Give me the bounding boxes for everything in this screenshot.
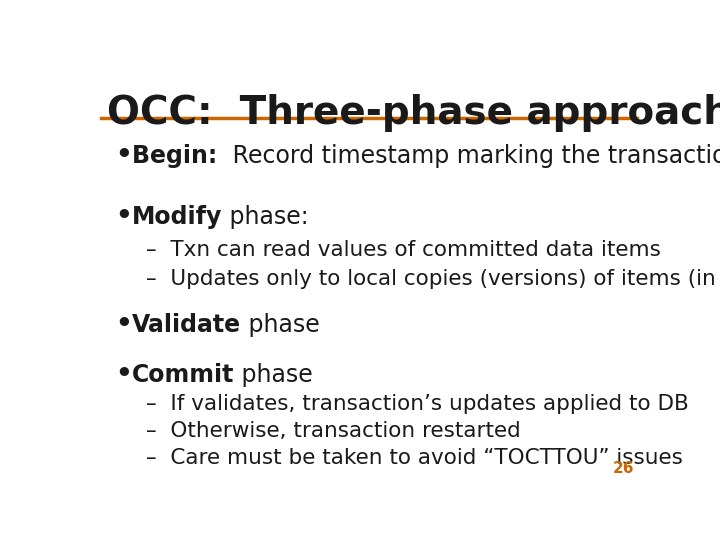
Text: Validate: Validate: [132, 313, 241, 336]
Text: Record timestamp marking the transaction’s beginning: Record timestamp marking the transaction…: [225, 144, 720, 168]
Text: Commit: Commit: [132, 362, 234, 387]
Text: Begin:: Begin:: [132, 144, 225, 168]
Text: phase:: phase:: [222, 205, 309, 228]
Text: phase: phase: [241, 313, 320, 336]
Text: –  If validates, transaction’s updates applied to DB: – If validates, transaction’s updates ap…: [145, 394, 688, 414]
Text: Modify: Modify: [132, 205, 222, 228]
Text: phase: phase: [234, 362, 313, 387]
Text: •: •: [115, 362, 132, 388]
Text: •: •: [115, 143, 132, 169]
Text: –  Care must be taken to avoid “TOCTTOU” issues: – Care must be taken to avoid “TOCTTOU” …: [145, 448, 683, 468]
Text: –  Updates only to local copies (versions) of items (in db cache): – Updates only to local copies (versions…: [145, 269, 720, 289]
Text: OCC:  Three-phase approach: OCC: Three-phase approach: [107, 94, 720, 132]
Text: •: •: [115, 312, 132, 338]
Text: •: •: [115, 204, 132, 230]
Text: –  Otherwise, transaction restarted: – Otherwise, transaction restarted: [145, 421, 521, 441]
Text: 26: 26: [613, 462, 634, 476]
Text: –  Txn can read values of committed data items: – Txn can read values of committed data …: [145, 240, 661, 260]
